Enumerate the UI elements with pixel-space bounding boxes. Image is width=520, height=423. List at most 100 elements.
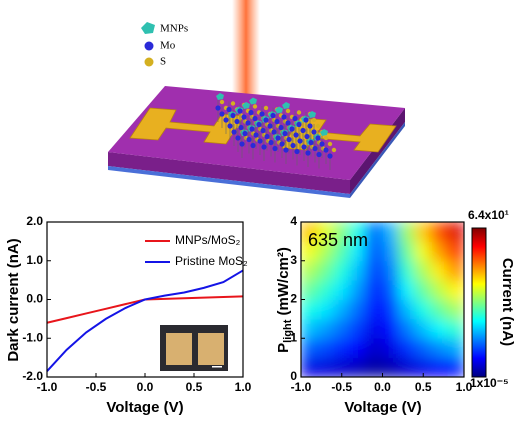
- slab-front: [108, 152, 350, 194]
- heatmap-cell: [447, 299, 464, 320]
- heatmap-cell: [349, 337, 367, 359]
- heatmap-cell: [301, 337, 318, 359]
- heatmap-cell: [414, 299, 432, 320]
- s-atom: [327, 141, 333, 147]
- mo-atom: [253, 132, 259, 138]
- heatmap-cell: [365, 357, 383, 377]
- mo-atom: [286, 136, 292, 143]
- x-tick-label: 1.0: [235, 380, 252, 394]
- heatmap-cell: [365, 318, 383, 339]
- mo-atom: [245, 120, 251, 126]
- mnp: [308, 111, 316, 118]
- legend-label: Mo: [160, 40, 176, 52]
- heatmap-cell: [316, 240, 335, 262]
- mo-atom: [226, 106, 232, 113]
- y-tick-label: 1.0: [26, 253, 43, 267]
- y-tick-label: 0.0: [26, 292, 43, 306]
- heatmap-cell: [333, 299, 351, 320]
- s-atom: [323, 135, 329, 141]
- heatmap-cell: [414, 357, 432, 377]
- heatmap-cell: [398, 222, 416, 242]
- mo-atom: [285, 120, 291, 126]
- mo-atom: [237, 108, 243, 114]
- heatmap-cell: [430, 260, 449, 281]
- mo-atom: [231, 129, 237, 135]
- heatmap-cell: [349, 318, 367, 339]
- heatmap-cell: [414, 279, 432, 300]
- heatmap-cell: [316, 260, 335, 281]
- heatmap-cell: [382, 260, 400, 281]
- s-atom: [296, 110, 302, 115]
- mo-atom: [227, 123, 233, 129]
- mo-atom: [281, 114, 287, 120]
- mo-atom: [239, 141, 245, 147]
- mo-atom: [250, 142, 256, 149]
- mo-atom: [312, 145, 318, 152]
- heatmap-cell: [398, 357, 416, 377]
- line-chart: Dark current (nA) Voltage (V) MNPs/MoS₂ P…: [5, 214, 252, 416]
- legend-label: Pristine MoS₂: [175, 254, 248, 268]
- mo-atom: [311, 129, 317, 135]
- heatmap-cell: [382, 337, 400, 359]
- heatmap-cell: [301, 222, 318, 242]
- heatmap-cell: [316, 337, 335, 359]
- series-line: [46, 269, 244, 372]
- mo-atom: [235, 135, 241, 141]
- mo-atom: [223, 117, 229, 123]
- y-label-unit: (mW/cm²): [275, 247, 292, 320]
- heatmap-cell: [430, 357, 449, 377]
- inset-scale-bar: [212, 366, 222, 368]
- heatmap-cell: [333, 222, 351, 242]
- heatmap-cell: [316, 222, 335, 242]
- heatmap-cell: [398, 279, 416, 300]
- mo-atom: [300, 127, 306, 134]
- y-axis-label: Dark current (nA): [5, 238, 22, 361]
- mo-atom: [241, 114, 247, 120]
- s-atom: [315, 123, 321, 129]
- heatmap-cell: [316, 299, 335, 320]
- heatmap-cell: [333, 357, 351, 377]
- heatmap-cell: [398, 299, 416, 320]
- mo-atom: [289, 126, 295, 132]
- y-label-sub: light: [282, 319, 294, 343]
- mo-atom: [307, 123, 313, 129]
- mo-atom: [264, 133, 270, 140]
- x-tick-label: -0.5: [331, 380, 352, 394]
- inset-pad: [166, 333, 192, 365]
- legend-label: S: [160, 56, 166, 68]
- heatmap-cell: [301, 240, 318, 262]
- heatmap-cell: [447, 357, 464, 377]
- x-tick-label: 0.0: [374, 380, 391, 394]
- heatmap-cell: [398, 337, 416, 359]
- y-tick-label: 2.0: [26, 214, 43, 228]
- s-atom: [263, 105, 269, 111]
- heatmap-cell: [430, 240, 449, 262]
- x-tick-label: -0.5: [86, 380, 107, 394]
- heatmap-cell: [398, 318, 416, 339]
- heatmap-cell: [414, 222, 432, 242]
- y-tick-label: -1.0: [22, 330, 43, 344]
- colorbar-tick-label: 6.4x10¹: [468, 208, 509, 222]
- y-tick-label: -2.0: [22, 369, 43, 383]
- y-tick-label: 1: [290, 330, 297, 344]
- mo-atom: [315, 135, 321, 141]
- heatmap-cell: [301, 299, 318, 320]
- mo-atom: [319, 141, 325, 147]
- mnp: [282, 102, 290, 109]
- heatmap-cell: [447, 337, 464, 359]
- heatmap-cell: [382, 222, 400, 242]
- mo-atom: [242, 130, 248, 137]
- mo-atom: [303, 117, 309, 123]
- s-atom: [219, 99, 225, 105]
- heatmap-cell: [414, 240, 432, 262]
- heatmap-cell: [430, 279, 449, 300]
- mo-atom: [274, 118, 280, 125]
- heatmap-cell: [365, 299, 383, 320]
- heatmap-cell: [382, 357, 400, 377]
- mo-atom: [304, 133, 310, 140]
- mnp: [275, 106, 283, 114]
- heatmap-cell: [301, 318, 318, 339]
- y-axis-label: Plight (mW/cm²): [275, 247, 294, 353]
- x-axis-label: Voltage (V): [344, 399, 421, 416]
